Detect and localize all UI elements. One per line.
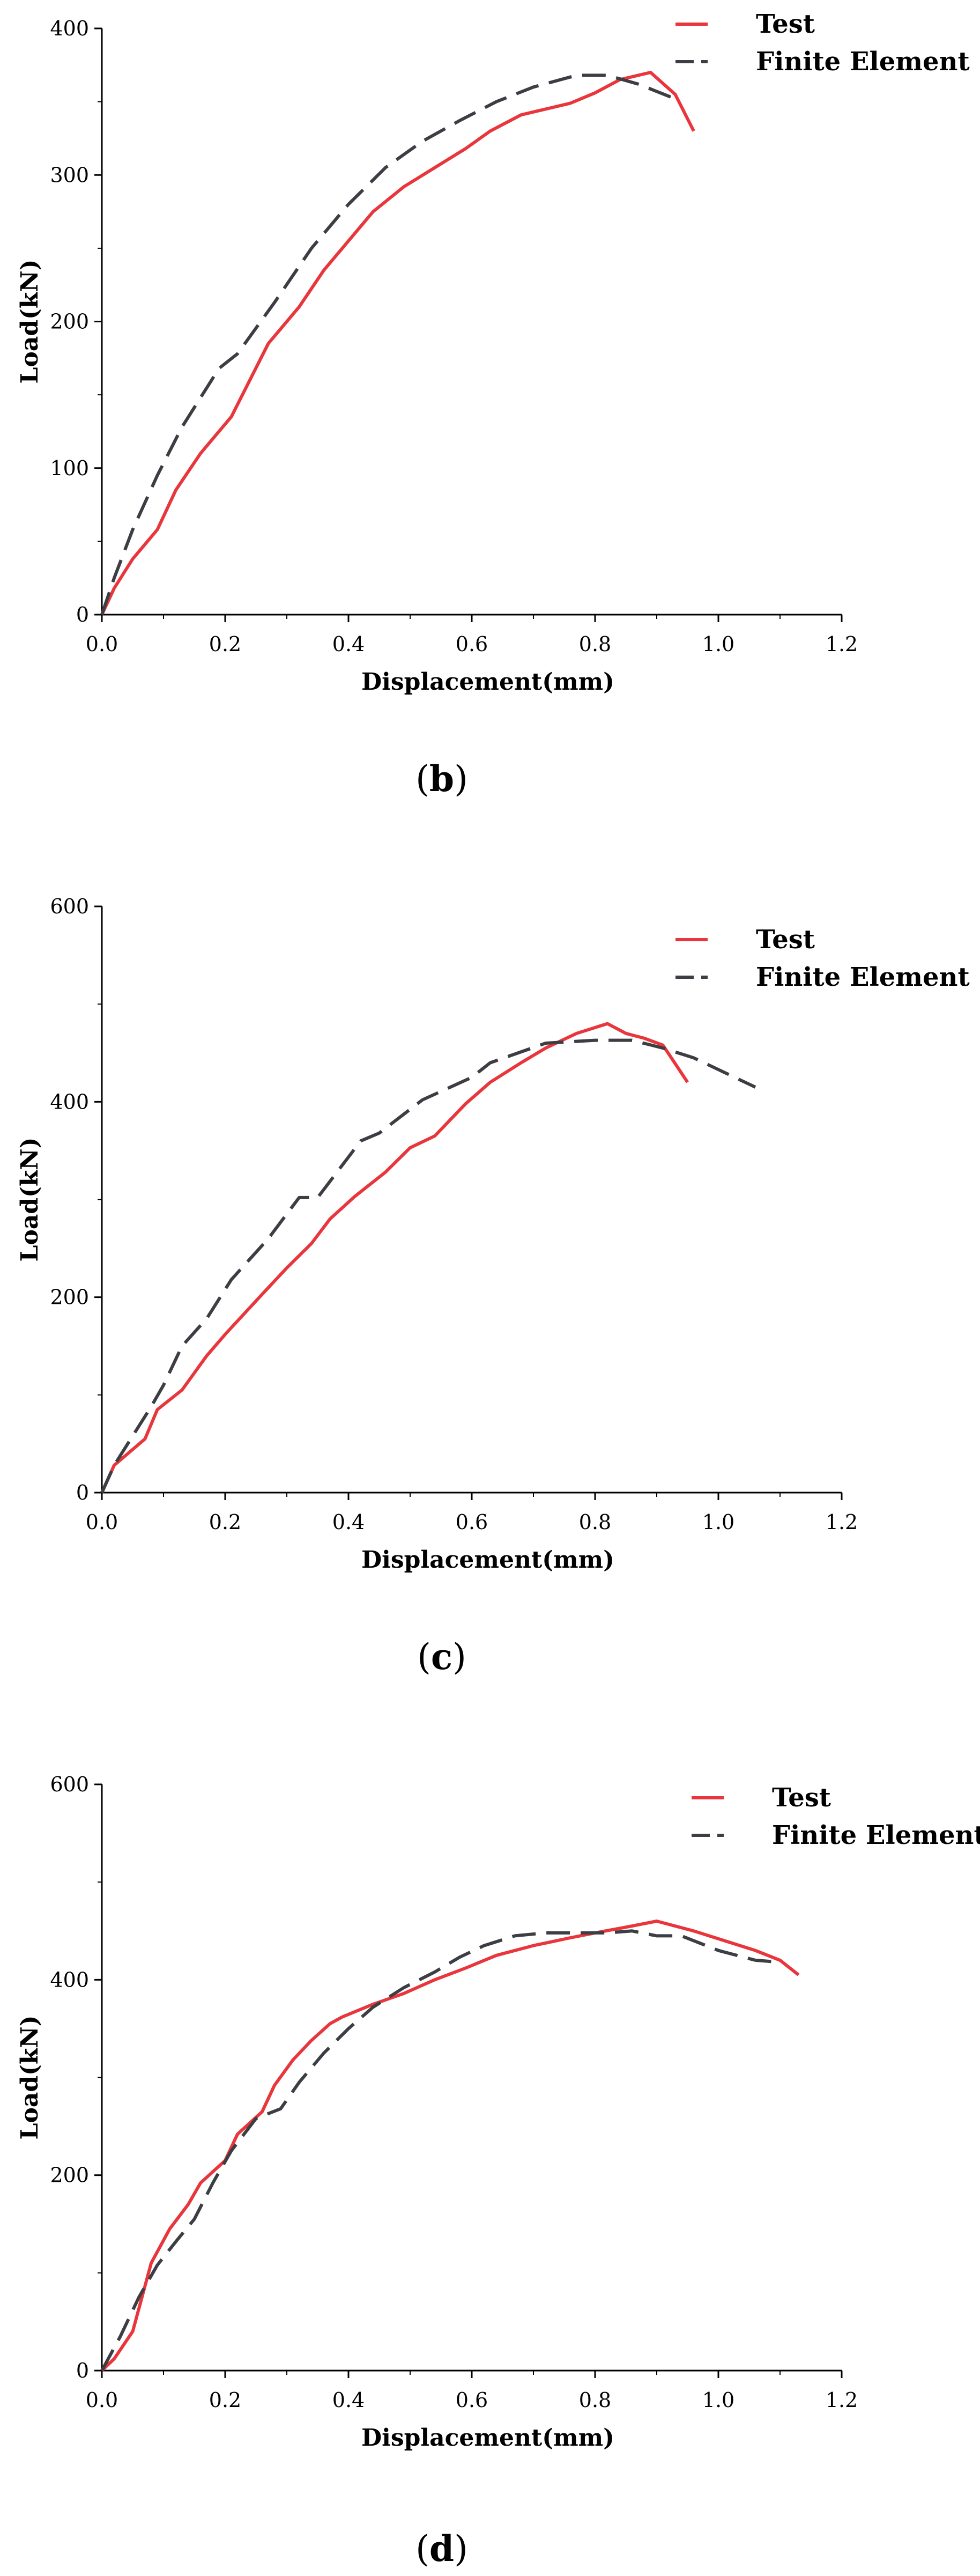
x-axis-title: Displacement(mm) (361, 668, 614, 696)
legend-label-test: Test (756, 925, 815, 955)
y-tick-label: 400 (50, 17, 89, 40)
x-axis-title: Displacement(mm) (361, 2424, 614, 2452)
x-tick-label: 0.4 (332, 632, 365, 656)
x-tick-label: 1.0 (702, 1510, 734, 1534)
x-tick-label: 0.4 (332, 1510, 365, 1534)
series-line-finite-element (100, 1038, 756, 1494)
y-tick-label: 200 (50, 1286, 89, 1309)
x-tick-label: 0.8 (579, 1510, 611, 1534)
chart-panel-c: 0.0 0.2 0.4 0.6 0.8 1.0 1.2 0 200 400 600 Displacem… (16, 895, 970, 1678)
y-axis-title: Load(kN) (16, 260, 43, 384)
y-tick-label: 0 (76, 1481, 89, 1504)
x-tick-label: 0.2 (209, 632, 241, 656)
y-axis-title: Load(kN) (16, 1138, 43, 1262)
x-tick-label: 1.2 (826, 2388, 858, 2412)
legend-label-finite-element: Finite Element (772, 1820, 980, 1850)
x-tick-label: 0.6 (456, 632, 488, 656)
x-tick-label: 1.0 (702, 632, 734, 656)
y-tick-label: 100 (50, 456, 89, 480)
y-tick-label: 600 (50, 1773, 89, 1796)
x-tick-label: 0.4 (332, 2388, 365, 2412)
y-tick-label: 400 (50, 1090, 89, 1113)
legend-label-test: Test (772, 1783, 831, 1813)
panel-caption: (d) (415, 2528, 468, 2570)
x-tick-label: 0.6 (456, 1510, 488, 1534)
y-tick-label: 0 (76, 603, 89, 626)
x-tick-label: 1.2 (826, 632, 858, 656)
x-tick-label: 0.0 (86, 2388, 118, 2412)
y-tick-label: 400 (50, 1968, 89, 1991)
series-line-finite-element (100, 1929, 781, 2372)
x-tick-label: 0.2 (209, 2388, 241, 2412)
y-tick-label: 300 (50, 163, 89, 187)
y-tick-label: 200 (50, 310, 89, 334)
x-tick-label: 0.0 (86, 1510, 118, 1534)
x-tick-label: 1.2 (826, 1510, 858, 1534)
legend-label-finite-element: Finite Element (756, 962, 970, 992)
x-tick-label: 0.8 (579, 2388, 611, 2412)
legend-label-finite-element: Finite Element (756, 47, 970, 77)
series-line-test (100, 71, 695, 616)
panel-caption: (c) (417, 1636, 466, 1678)
y-tick-label: 600 (50, 895, 89, 918)
x-tick-label: 0.6 (456, 2388, 488, 2412)
y-tick-label: 200 (50, 2164, 89, 2187)
chart-panel-b: 0.0 0.2 0.4 0.6 0.8 1.0 1.2 0 100 200 300 400 Displa… (16, 9, 970, 800)
legend-label-test: Test (756, 9, 815, 39)
series-line-finite-element (100, 73, 676, 615)
x-tick-label: 1.0 (702, 2388, 734, 2412)
panel-letter: d (429, 2528, 454, 2570)
panel-letter: b (429, 758, 454, 800)
panel-letter: c (431, 1636, 452, 1678)
series-line-test (100, 1920, 800, 2372)
x-tick-label: 0.8 (579, 632, 611, 656)
y-tick-label: 0 (76, 2359, 89, 2382)
chart-panel-d: 0.0 0.2 0.4 0.6 0.8 1.0 1.2 0 200 400 600 Displacem… (16, 1773, 980, 2570)
y-axis-title: Load(kN) (16, 2016, 43, 2140)
series-line-test (100, 1022, 689, 1494)
x-axis-title: Displacement(mm) (361, 1546, 614, 1574)
x-tick-label: 0.2 (209, 1510, 241, 1534)
panel-caption: (b) (415, 758, 468, 800)
x-tick-label: 0.0 (86, 632, 118, 656)
